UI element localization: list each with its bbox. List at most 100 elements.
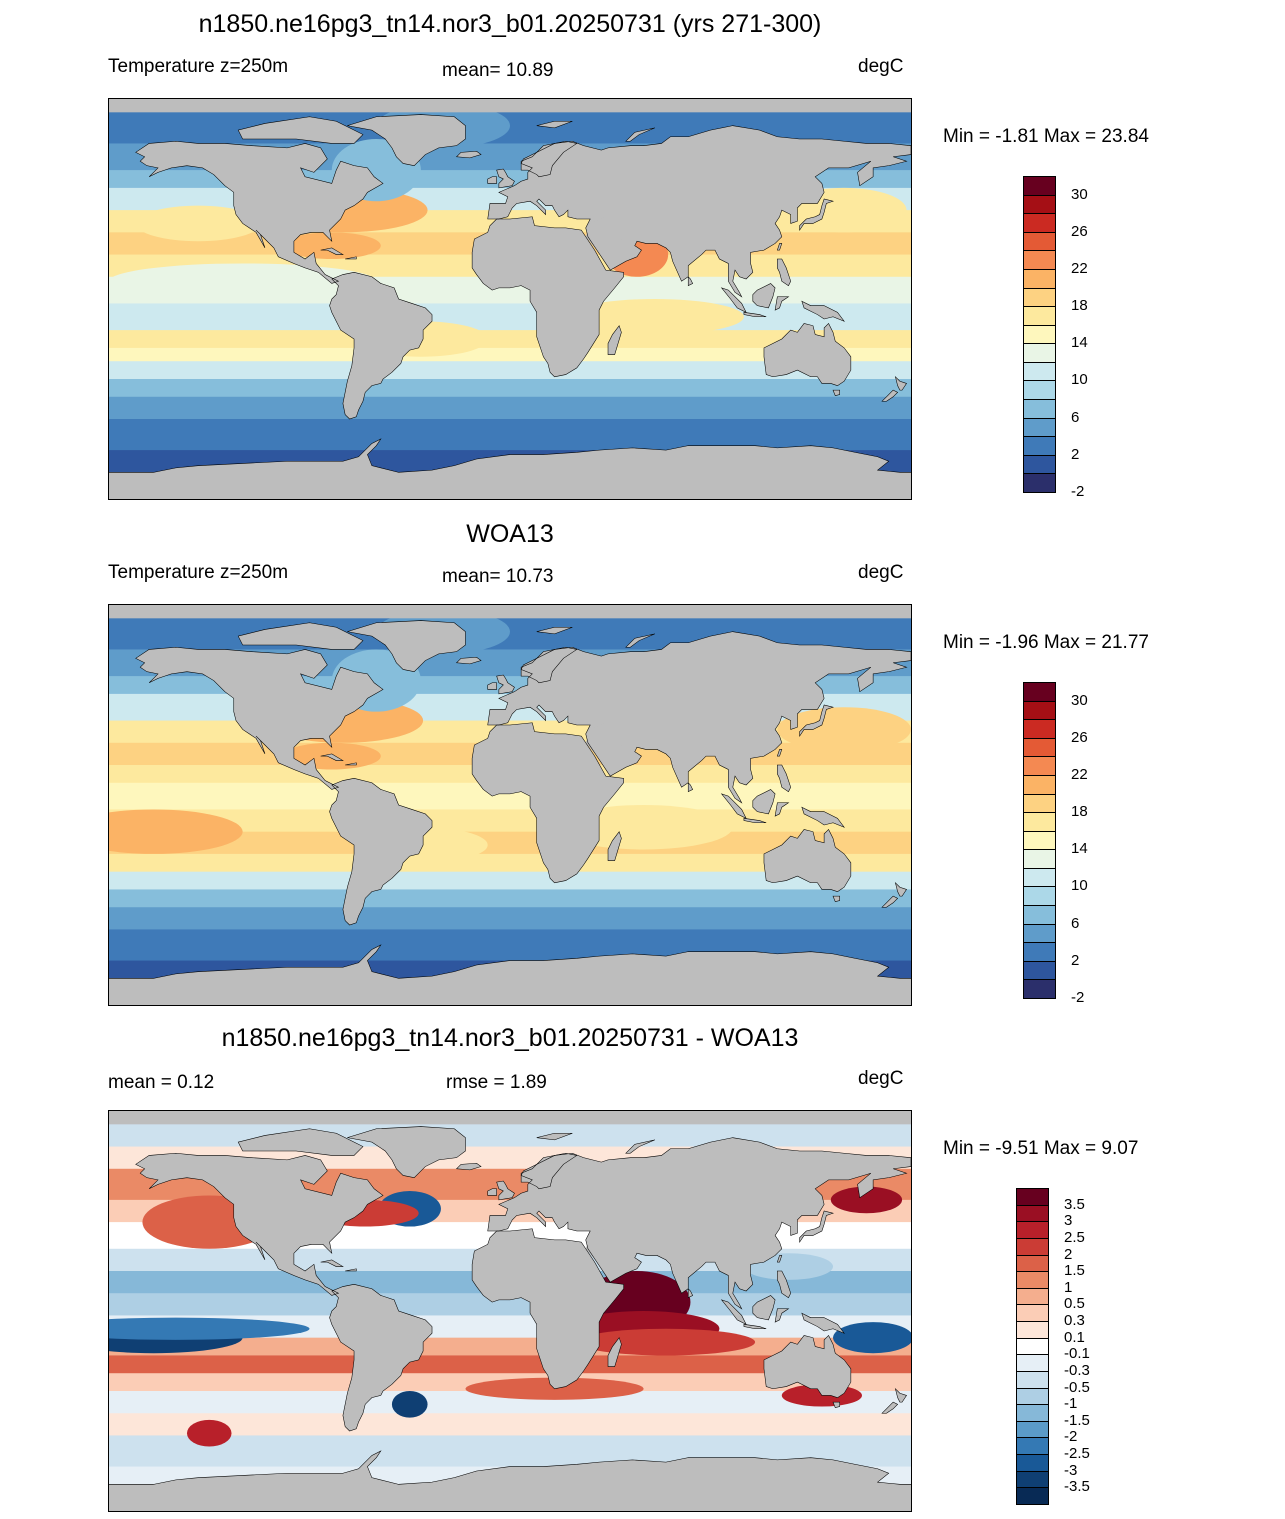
coastline-tasmania xyxy=(833,896,840,902)
coastline-madagascar xyxy=(608,1338,621,1367)
colorbar-swatch xyxy=(1023,774,1056,795)
coastline-namerica xyxy=(136,141,383,283)
land-nz_s xyxy=(882,1402,898,1414)
land-sulawesi xyxy=(775,296,789,311)
land-antarctica xyxy=(109,439,911,499)
colorbar-swatch xyxy=(1023,417,1056,438)
colorbar-tick-label: -0.1 xyxy=(1064,1345,1090,1363)
coastline-iceland xyxy=(457,151,482,158)
land-arctic xyxy=(109,605,911,619)
coastline-srilanka xyxy=(688,783,692,792)
colorbar-diff: 3.5 3 2.5 2 1.5 1 0.5 0.3 0.1 -0.1 -0.3 -0.5 -1 -1.5-… xyxy=(1016,1188,1090,1505)
colorbar-swatch xyxy=(1016,1437,1049,1456)
colorbar-tick-label: 0.5 xyxy=(1064,1295,1085,1313)
colorbar-swatch xyxy=(1023,231,1056,252)
colorbar-tick-label: 26 xyxy=(1071,222,1088,240)
coastline-sulawesi xyxy=(775,297,788,310)
land-arabia_link xyxy=(585,722,635,777)
colorbar-tick-label: 6 xyxy=(1071,408,1080,426)
field-anomaly xyxy=(565,299,744,335)
land-australia xyxy=(763,1335,851,1398)
field-band xyxy=(109,907,911,931)
land-gb xyxy=(496,169,515,188)
coastline-novaya xyxy=(626,634,655,647)
colorbar-swatch xyxy=(1023,979,1056,999)
colorbar-tick-label: 0.1 xyxy=(1064,1328,1085,1346)
land-scand xyxy=(521,1153,577,1189)
colorbar-tick-label: 1.5 xyxy=(1064,1262,1085,1280)
colorbar-swatch xyxy=(1016,1470,1049,1489)
land-samerica xyxy=(329,1284,433,1431)
colorbar-tick-label: 18 xyxy=(1071,297,1088,315)
land-namerica xyxy=(135,1153,384,1296)
coastline-hispaniola xyxy=(345,763,356,765)
land-madagascar xyxy=(608,325,622,355)
colorbar-swatch xyxy=(1023,454,1056,475)
land-nz_s xyxy=(882,896,898,908)
colorbar-tick-label: -1.5 xyxy=(1064,1411,1090,1429)
coastline-japan xyxy=(800,1211,833,1242)
coastline-sulawesi xyxy=(775,803,788,816)
coastline-layer xyxy=(109,621,911,979)
colorbar-tick-label: -3.5 xyxy=(1064,1478,1090,1496)
colorbar-tick-label: 0.3 xyxy=(1064,1312,1085,1330)
coastline-ireland xyxy=(488,1189,497,1196)
coastline-borneo xyxy=(753,789,775,813)
colorbar-swatch xyxy=(1016,1271,1049,1289)
coastline-hispaniola xyxy=(345,1269,356,1271)
minmax-diff: Min = -9.51 Max = 9.07 xyxy=(943,1138,1139,1159)
field-band xyxy=(109,853,911,873)
land-africa xyxy=(472,722,624,883)
coastline-java xyxy=(744,1324,766,1328)
coastline-sulawesi xyxy=(775,1309,788,1322)
land-philippines xyxy=(777,259,791,286)
land-newguinea xyxy=(801,807,845,828)
coastline-java xyxy=(744,312,766,316)
land-gb xyxy=(496,1181,515,1200)
coastline-philippines xyxy=(777,765,790,792)
land-japan xyxy=(799,199,834,231)
coastline-sumatra xyxy=(722,794,747,818)
colorbar-swatch xyxy=(1023,268,1056,289)
panel-center-label-diff: rmse = 1.89 xyxy=(446,1072,547,1093)
panel-center-label-obs: mean= 10.73 xyxy=(442,566,554,587)
colorbar-swatch xyxy=(1023,399,1056,419)
colorbar-tick-label: 14 xyxy=(1071,334,1088,352)
land-ireland xyxy=(487,682,497,690)
land-layer xyxy=(109,1111,911,1511)
coastline-taiwan xyxy=(777,243,781,250)
land-novaya xyxy=(625,633,655,648)
land-svalbard xyxy=(536,627,573,634)
colorbar-swatch xyxy=(1016,1254,1049,1273)
field-band xyxy=(109,347,911,363)
colorbar-tick-label: -2 xyxy=(1071,989,1085,1006)
coastline-australia xyxy=(764,323,851,385)
panel-title-model: n1850.ne16pg3_tn14.nor3_b01.20250731 (yr… xyxy=(198,10,822,38)
coastline-nz_n xyxy=(895,377,906,390)
coastline-africa xyxy=(472,1229,623,1389)
coastline-borneo xyxy=(753,1295,775,1319)
land-sulawesi xyxy=(775,802,789,817)
colorbar-swatch xyxy=(1023,287,1056,308)
land-taiwan xyxy=(777,243,782,251)
land-svalbard xyxy=(536,1133,573,1140)
colorbar-tick-label: 14 xyxy=(1071,840,1088,858)
field-band xyxy=(109,419,911,452)
land-svalbard xyxy=(536,121,573,128)
land-africa xyxy=(472,216,624,377)
land-srilanka xyxy=(688,1288,693,1298)
colorbar-swatch xyxy=(1023,436,1056,456)
coastline-gb xyxy=(497,1181,515,1200)
coastline-taiwan xyxy=(777,749,781,756)
land-scand xyxy=(521,647,577,683)
coastline-layer xyxy=(109,1127,911,1485)
coastline-gb xyxy=(497,169,515,188)
colorbar-tick-label: -0.3 xyxy=(1064,1361,1090,1379)
panel-left-label-model: Temperature z=250m xyxy=(108,56,289,77)
land-greenland xyxy=(347,620,466,672)
land-japan xyxy=(799,1211,834,1243)
panel-units-diff: degC xyxy=(858,1068,904,1089)
coastline-nz_s xyxy=(882,390,898,401)
colorbar-tick-label: 3.5 xyxy=(1064,1195,1085,1213)
coastline-canarch xyxy=(238,623,363,650)
